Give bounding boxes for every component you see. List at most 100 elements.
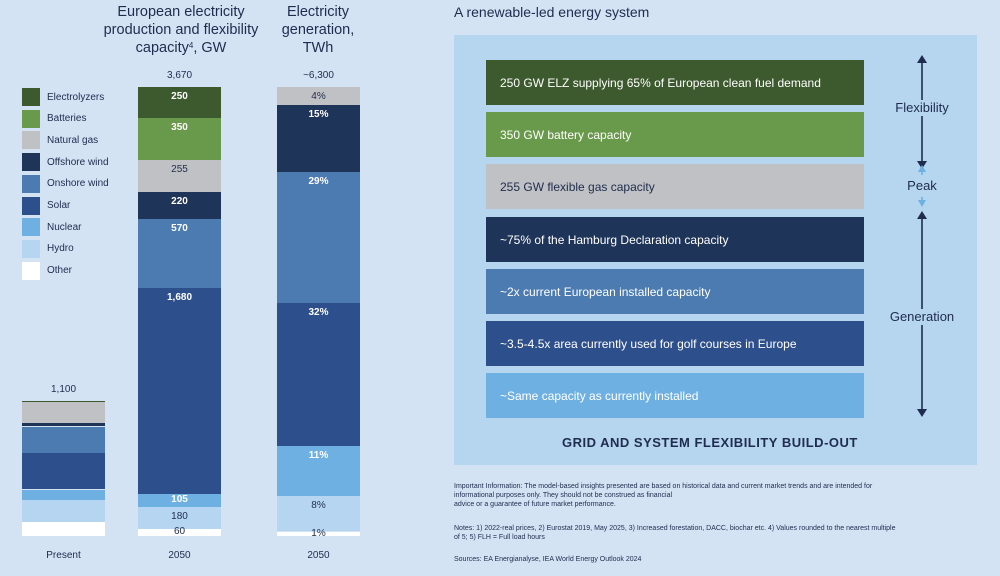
capacity-row: ~2x current European installed capacity [486, 269, 864, 314]
bar-segment-offshore-wind [22, 422, 105, 427]
legend-label: Batteries [47, 113, 87, 125]
bar-segment-onshore-wind: 29% [277, 172, 360, 303]
data-label: 32% [308, 306, 329, 318]
bar-segment-natural-gas: 4% [277, 87, 360, 105]
capacity-row: ~3.5-4.5x area currently used for golf c… [486, 321, 864, 366]
bar-segment-offshore-wind: 15% [277, 104, 360, 173]
capacity-chart-title: European electricity production and flex… [86, 3, 276, 57]
legend-swatch [22, 174, 40, 193]
important-line: Important Information: The model-based i… [454, 483, 873, 490]
legend-label: Solar [47, 200, 71, 211]
right-panel-title: A renewable-led energy system [454, 4, 650, 20]
generation-title-line1: Electricity [286, 4, 350, 20]
capacity-title-word: capacity [135, 40, 189, 56]
bar-segment-nuclear [22, 489, 105, 500]
capacity-row-text: 250 GW ELZ supplying 65% of European cle… [500, 75, 821, 90]
peak-label: Peak [897, 178, 947, 194]
legend-label: Nuclear [47, 221, 82, 233]
buildout-heading: GRID AND SYSTEM FLEXIBILITY BUILD-OUT [562, 435, 858, 450]
bar-segment-hydro: 8% [277, 495, 360, 532]
stacked-bar: 4% 15% 29% 32% 11% 8% 1% [277, 87, 360, 539]
data-label: 180 [171, 510, 188, 522]
bar-segment-onshore-wind [22, 426, 105, 453]
generation-label: Generation [877, 309, 967, 325]
x-tick-label: 2050 [307, 550, 330, 561]
generation-title-line2: generation, [281, 22, 355, 38]
bar-segment-electrolyzers: 250 [138, 87, 221, 118]
bar-segment-hydro: 180 [138, 506, 221, 529]
bar-total-label: 1,100 [50, 384, 77, 396]
legend-item: Hydro [22, 239, 74, 258]
data-label: 350 [171, 121, 188, 133]
legend-swatch [22, 153, 40, 172]
stacked-bar [22, 401, 105, 536]
legend-swatch [22, 218, 40, 237]
legend-item: Other [22, 261, 73, 280]
flexibility-panel: 250 GW ELZ supplying 65% of European cle… [454, 35, 977, 465]
footnote-sup: 4 [188, 41, 194, 50]
legend-swatch [22, 196, 40, 215]
legend-label: Electrolyzers [47, 91, 105, 103]
notes-line: of 5; 5) FLH = Full load hours [454, 534, 545, 541]
bar-segment-solar: 1,680 [138, 288, 221, 494]
capacity-row: ~75% of the Hamburg Declaration capacity [486, 217, 864, 262]
data-label: 11% [308, 450, 329, 462]
bar-segment-natural-gas: 255 [138, 160, 221, 192]
flexibility-label: Flexibility [877, 100, 967, 116]
legend-item: Solar [22, 196, 71, 215]
capacity-row-text: 255 GW flexible gas capacity [500, 179, 655, 194]
capacity-row: 350 GW battery capacity [486, 112, 864, 157]
legend-label: Natural gas [47, 134, 99, 146]
bar-segment-other [22, 521, 105, 536]
capacity-title-line2: production and flexibility [103, 22, 259, 38]
capacity-row: ~Same capacity as currently installed [486, 373, 864, 418]
important-information: Important Information: The model-based i… [454, 482, 984, 509]
legend-item: Onshore wind [22, 174, 109, 193]
legend-swatch [22, 131, 40, 150]
capacity-row: 255 GW flexible gas capacity [486, 164, 864, 209]
notes-line: Notes: 1) 2022-real prices, 2) Eurostat … [454, 525, 896, 532]
legend-label: Other [47, 265, 73, 277]
data-label: 8% [311, 499, 326, 511]
bar-segment-batteries: 350 [138, 117, 221, 161]
data-label: 570 [171, 222, 188, 234]
bar-segment-onshore-wind: 570 [138, 218, 221, 289]
stacked-bar: 250 350 255 220 570 1,680 105 180 60 [138, 87, 221, 538]
bar-segment-offshore-wind: 220 [138, 191, 221, 219]
legend-label: Offshore wind [47, 156, 109, 168]
legend-item: Batteries [22, 109, 87, 128]
bar-segment-other: 60 [138, 526, 221, 538]
generation-title-line3: TWh [302, 40, 334, 56]
legend-swatch [22, 261, 40, 280]
bar-segment-nuclear: 105 [138, 493, 221, 507]
notes: Notes: 1) 2022-real prices, 2) Eurostat … [454, 524, 984, 542]
sources: Sources: EA Energianalyse, IEA World Ene… [454, 556, 642, 563]
data-label: 255 [171, 164, 188, 176]
x-tick-label: 2050 [168, 550, 191, 561]
bar-total-label: 3,670 [166, 70, 193, 81]
peak-arrow-icon [918, 165, 926, 207]
capacity-row-text: ~2x current European installed capacity [500, 284, 711, 299]
legend-swatch [22, 109, 40, 128]
legend-swatch [22, 88, 40, 106]
legend-item: Natural gas [22, 131, 99, 150]
legend-item: Offshore wind [22, 153, 109, 172]
data-label: 29% [308, 176, 329, 188]
important-line: informational purposes only. They should… [454, 492, 673, 499]
x-tick-label: Present [46, 550, 81, 561]
bar-segment-hydro [22, 499, 105, 522]
data-label: 105 [171, 494, 188, 506]
data-label: 250 [171, 91, 188, 102]
bar-total-label: ~6,300 [303, 70, 334, 81]
bar-segment-solar: 32% [277, 302, 360, 447]
data-label: 60 [173, 526, 186, 538]
bar-segment-natural-gas [22, 402, 105, 423]
capacity-row-text: ~Same capacity as currently installed [500, 388, 699, 403]
legend-label: Onshore wind [47, 178, 109, 190]
data-label: 220 [171, 195, 188, 207]
capacity-row: 250 GW ELZ supplying 65% of European cle… [486, 60, 864, 105]
data-label: 4% [311, 91, 326, 102]
bar-segment-other: 1% [277, 528, 360, 539]
data-label: 1,680 [166, 292, 193, 304]
bar-segment-solar [22, 452, 105, 490]
